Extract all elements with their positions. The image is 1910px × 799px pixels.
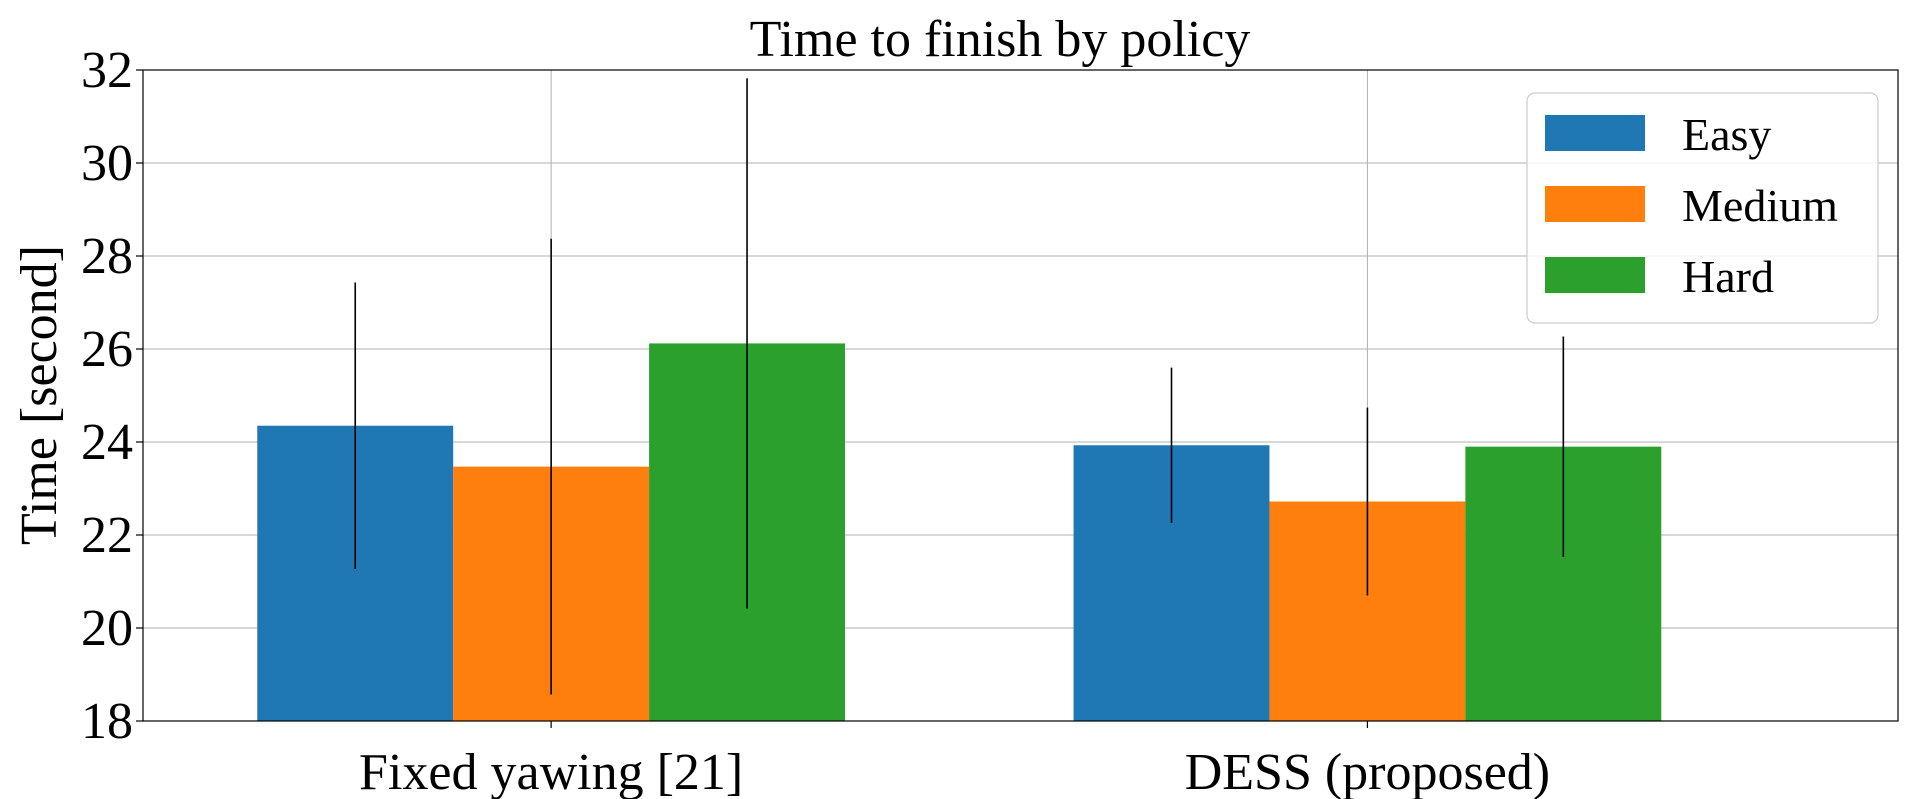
y-tick-label: 24 — [81, 414, 133, 471]
x-axis: Fixed yawing [21] DESS (proposed) — [359, 721, 1550, 799]
legend: Easy Medium Hard — [1526, 92, 1879, 324]
y-axis: 18 20 22 24 26 28 30 32 — [81, 42, 143, 750]
x-tick-label: Fixed yawing [21] — [359, 744, 743, 799]
y-tick-label: 26 — [81, 321, 133, 378]
y-tick-label: 28 — [81, 228, 133, 285]
legend-label-easy: Easy — [1682, 109, 1771, 160]
y-tick-label: 32 — [81, 42, 133, 99]
chart-title: Time to finish by policy — [750, 11, 1251, 68]
y-axis-label: Time [second] — [11, 245, 68, 545]
y-tick-label: 20 — [81, 600, 133, 657]
error-bars-group — [354, 78, 1565, 695]
legend-swatch-hard — [1545, 257, 1645, 293]
y-tick-label: 22 — [81, 507, 133, 564]
legend-swatch-medium — [1545, 186, 1645, 222]
y-tick-label: 30 — [81, 135, 133, 192]
legend-label-medium: Medium — [1682, 180, 1838, 231]
plot-frame — [142, 69, 1899, 722]
bars-group — [257, 343, 1662, 721]
legend-swatch-easy — [1545, 115, 1645, 151]
legend-label-hard: Hard — [1682, 251, 1774, 302]
y-tick-label: 18 — [81, 693, 133, 750]
x-tick-label: DESS (proposed) — [1185, 744, 1550, 799]
